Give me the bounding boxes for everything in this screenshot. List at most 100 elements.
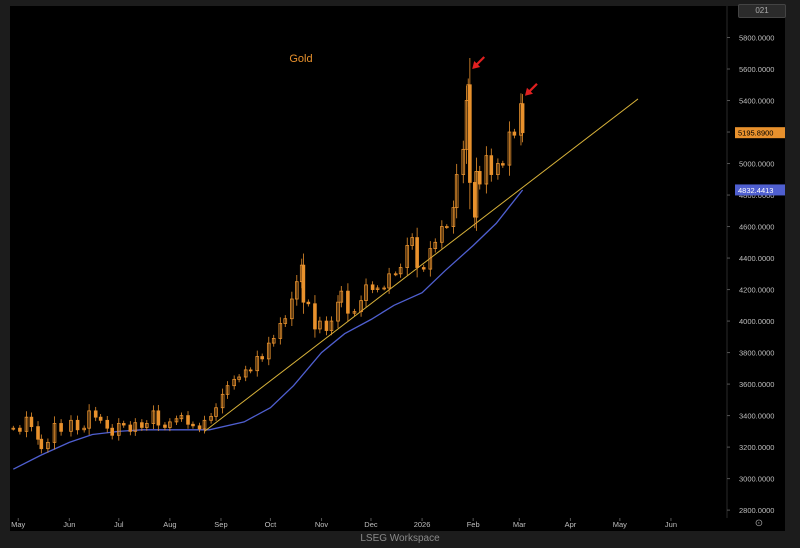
arrow-head bbox=[472, 61, 481, 70]
last-price-label-box bbox=[735, 127, 785, 139]
candle-body bbox=[382, 287, 386, 290]
y-tick-label: 5600.0000 bbox=[739, 65, 774, 74]
candle-body bbox=[116, 423, 121, 436]
candle-body bbox=[496, 163, 500, 175]
candle-body bbox=[290, 298, 294, 320]
candle-body bbox=[283, 318, 288, 324]
candle-body bbox=[105, 419, 110, 429]
candle-body bbox=[440, 226, 444, 243]
candle-body bbox=[151, 410, 156, 424]
candle-body bbox=[39, 438, 44, 450]
candle-body bbox=[375, 287, 380, 290]
candle-body bbox=[318, 320, 322, 330]
x-tick-label: Dec bbox=[364, 520, 378, 529]
x-axis-panel bbox=[10, 518, 785, 531]
candle-body bbox=[225, 385, 230, 395]
candle-body bbox=[82, 427, 86, 431]
y-tick-label: 3200.0000 bbox=[739, 443, 774, 452]
moving-average-label: 4832.4413 bbox=[738, 186, 773, 195]
candle-body bbox=[133, 422, 138, 432]
candle-body bbox=[163, 424, 167, 428]
x-tick-label: Jul bbox=[114, 520, 124, 529]
candle-body bbox=[294, 281, 299, 300]
x-tick-label: Jun bbox=[665, 520, 677, 529]
y-tick-label: 3800.0000 bbox=[739, 349, 774, 358]
trendline-layer bbox=[204, 98, 639, 432]
candle-body bbox=[243, 369, 248, 378]
x-tick-label: Sep bbox=[214, 520, 227, 529]
candle-body bbox=[359, 300, 363, 313]
candle-body bbox=[36, 426, 40, 440]
candle-body bbox=[75, 419, 80, 431]
candle-body bbox=[415, 237, 419, 268]
candle-body bbox=[220, 393, 225, 409]
y-tick-label: 5000.0000 bbox=[739, 160, 774, 169]
candle-body bbox=[387, 273, 391, 289]
price-candles-layer bbox=[11, 57, 525, 454]
price-labels: 5195.8900 4832.4413 bbox=[735, 127, 785, 196]
axis-panel bbox=[727, 6, 785, 518]
candle-body bbox=[11, 427, 16, 430]
candle-body bbox=[306, 301, 311, 305]
candle-body bbox=[421, 267, 426, 270]
top-right-menu-button[interactable]: 021 bbox=[738, 4, 786, 18]
y-tick-label: 4800.0000 bbox=[739, 191, 774, 200]
candle-body bbox=[433, 241, 438, 250]
candle-body bbox=[364, 284, 368, 301]
candle-body bbox=[168, 421, 172, 428]
candle-body bbox=[140, 422, 144, 428]
settings-icon[interactable]: ⊙ bbox=[754, 518, 764, 529]
candle-body bbox=[93, 410, 98, 418]
candle-body bbox=[501, 163, 505, 166]
candle-body bbox=[451, 207, 456, 227]
candle-body bbox=[24, 416, 29, 432]
candle-body bbox=[278, 323, 283, 339]
candle-body bbox=[260, 356, 264, 360]
x-tick-label: 2026 bbox=[414, 520, 431, 529]
candle-body bbox=[454, 174, 459, 209]
candle-body bbox=[507, 131, 512, 166]
y-tick-label: 4200.0000 bbox=[739, 286, 774, 295]
candle-body bbox=[339, 290, 344, 303]
candle-body bbox=[255, 356, 260, 372]
candle-body bbox=[186, 415, 190, 425]
candle-body bbox=[329, 320, 334, 331]
x-axis: May Jun Jul Aug Sep Oct Nov Dec 2026 Feb Mar Apr May… bbox=[11, 518, 677, 529]
candle-body bbox=[398, 267, 403, 275]
candle-body bbox=[461, 148, 466, 175]
candle-body bbox=[477, 171, 482, 185]
moving-average-layer bbox=[13, 189, 524, 470]
candle-body bbox=[121, 423, 126, 426]
annotation-arrows-layer bbox=[472, 56, 538, 96]
candle-body bbox=[237, 376, 241, 380]
trendline bbox=[204, 98, 639, 432]
candle-body bbox=[232, 378, 236, 387]
candle-body bbox=[156, 410, 161, 426]
chart-title: Gold bbox=[289, 53, 312, 65]
x-tick-label: Oct bbox=[265, 520, 278, 529]
x-tick-label: Apr bbox=[565, 520, 577, 529]
candle-body bbox=[197, 425, 202, 430]
y-tick-label: 2800.0000 bbox=[739, 506, 774, 515]
candle-body bbox=[346, 290, 350, 314]
moving-average-line bbox=[13, 189, 524, 470]
candle-body bbox=[209, 415, 213, 421]
candle-body bbox=[520, 103, 525, 134]
candle-body bbox=[69, 419, 73, 432]
candle-body bbox=[410, 237, 414, 246]
x-tick-label: May bbox=[11, 520, 25, 529]
y-tick-label: 5400.0000 bbox=[739, 97, 774, 106]
candle-body bbox=[46, 441, 50, 450]
candle-body bbox=[484, 155, 489, 185]
candle-body bbox=[59, 423, 63, 432]
moving-average-label-box bbox=[735, 184, 785, 196]
arrow-head bbox=[524, 87, 533, 96]
footer-branding: LSEG Workspace bbox=[360, 533, 440, 544]
candle-body bbox=[87, 410, 91, 429]
y-tick-label: 3000.0000 bbox=[739, 475, 774, 484]
candle-body bbox=[18, 427, 22, 432]
x-tick-label: Nov bbox=[315, 520, 329, 529]
candle-body bbox=[370, 284, 375, 290]
candle-body bbox=[266, 342, 271, 360]
